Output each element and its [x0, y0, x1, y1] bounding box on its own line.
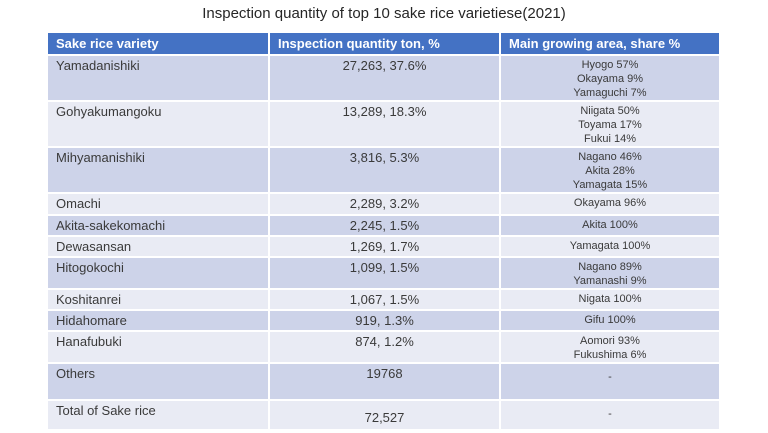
table-row: Gohyakumangoku 13,289, 18.3% Niigata 50%…: [46, 100, 721, 148]
cell-variety: Omachi: [46, 192, 270, 216]
cell-variety: Akita-sakekomachi: [46, 214, 270, 237]
table-row: Dewasansan 1,269, 1.7% Yamagata 100%: [46, 235, 721, 258]
cell-areas: Akita 100%: [499, 214, 721, 237]
cell-areas: Yamagata 100%: [499, 235, 721, 258]
cell-quantity: 19768: [268, 362, 501, 401]
cell-variety: Mihyamanishiki: [46, 146, 270, 194]
cell-variety: Gohyakumangoku: [46, 100, 270, 148]
table-row: Total of Sake rice 72,527 -: [46, 399, 721, 431]
table-row: Mihyamanishiki 3,816, 5.3% Nagano 46% Ak…: [46, 146, 721, 194]
cell-variety: Hitogokochi: [46, 256, 270, 290]
cell-areas: Nigata 100%: [499, 288, 721, 311]
sake-rice-table: Sake rice variety Inspection quantity to…: [46, 31, 721, 431]
cell-quantity: 874, 1.2%: [268, 330, 501, 364]
cell-areas: Okayama 96%: [499, 192, 721, 216]
table-row: Hanafubuki 874, 1.2% Aomori 93% Fukushim…: [46, 330, 721, 364]
table-row: Others 19768 -: [46, 362, 721, 401]
cell-areas: -: [499, 362, 721, 401]
table-row: Yamadanishiki 27,263, 37.6% Hyogo 57% Ok…: [46, 54, 721, 102]
table-row: Koshitanrei 1,067, 1.5% Nigata 100%: [46, 288, 721, 311]
cell-variety: Hidahomare: [46, 309, 270, 332]
cell-areas: Nagano 89% Yamanashi 9%: [499, 256, 721, 290]
page-title: Inspection quantity of top 10 sake rice …: [202, 5, 566, 22]
header-row: Sake rice variety Inspection quantity to…: [46, 31, 721, 56]
cell-quantity: 72,527: [268, 399, 501, 431]
cell-variety: Hanafubuki: [46, 330, 270, 364]
cell-variety: Koshitanrei: [46, 288, 270, 311]
cell-quantity: 27,263, 37.6%: [268, 54, 501, 102]
cell-quantity: 1,067, 1.5%: [268, 288, 501, 311]
col-header-area: Main growing area, share %: [499, 31, 721, 56]
cell-areas: Nagano 46% Akita 28% Yamagata 15%: [499, 146, 721, 194]
col-header-quantity: Inspection quantity ton, %: [268, 31, 501, 56]
col-header-variety: Sake rice variety: [46, 31, 270, 56]
cell-areas: Aomori 93% Fukushima 6%: [499, 330, 721, 364]
cell-variety: Others: [46, 362, 270, 401]
cell-quantity: 2,289, 3.2%: [268, 192, 501, 216]
table-row: Omachi 2,289, 3.2% Okayama 96%: [46, 192, 721, 216]
cell-variety: Dewasansan: [46, 235, 270, 258]
cell-areas: Niigata 50% Toyama 17% Fukui 14%: [499, 100, 721, 148]
cell-quantity: 1,099, 1.5%: [268, 256, 501, 290]
table-row: Hidahomare 919, 1.3% Gifu 100%: [46, 309, 721, 332]
cell-quantity: 919, 1.3%: [268, 309, 501, 332]
cell-variety: Total of Sake rice: [46, 399, 270, 431]
cell-areas: Hyogo 57% Okayama 9% Yamaguchi 7%: [499, 54, 721, 102]
cell-areas: Gifu 100%: [499, 309, 721, 332]
cell-areas: -: [499, 399, 721, 431]
cell-quantity: 3,816, 5.3%: [268, 146, 501, 194]
table-row: Hitogokochi 1,099, 1.5% Nagano 89% Yaman…: [46, 256, 721, 290]
cell-variety: Yamadanishiki: [46, 54, 270, 102]
cell-quantity: 1,269, 1.7%: [268, 235, 501, 258]
table-row: Akita-sakekomachi 2,245, 1.5% Akita 100%: [46, 214, 721, 237]
cell-quantity: 2,245, 1.5%: [268, 214, 501, 237]
cell-quantity: 13,289, 18.3%: [268, 100, 501, 148]
